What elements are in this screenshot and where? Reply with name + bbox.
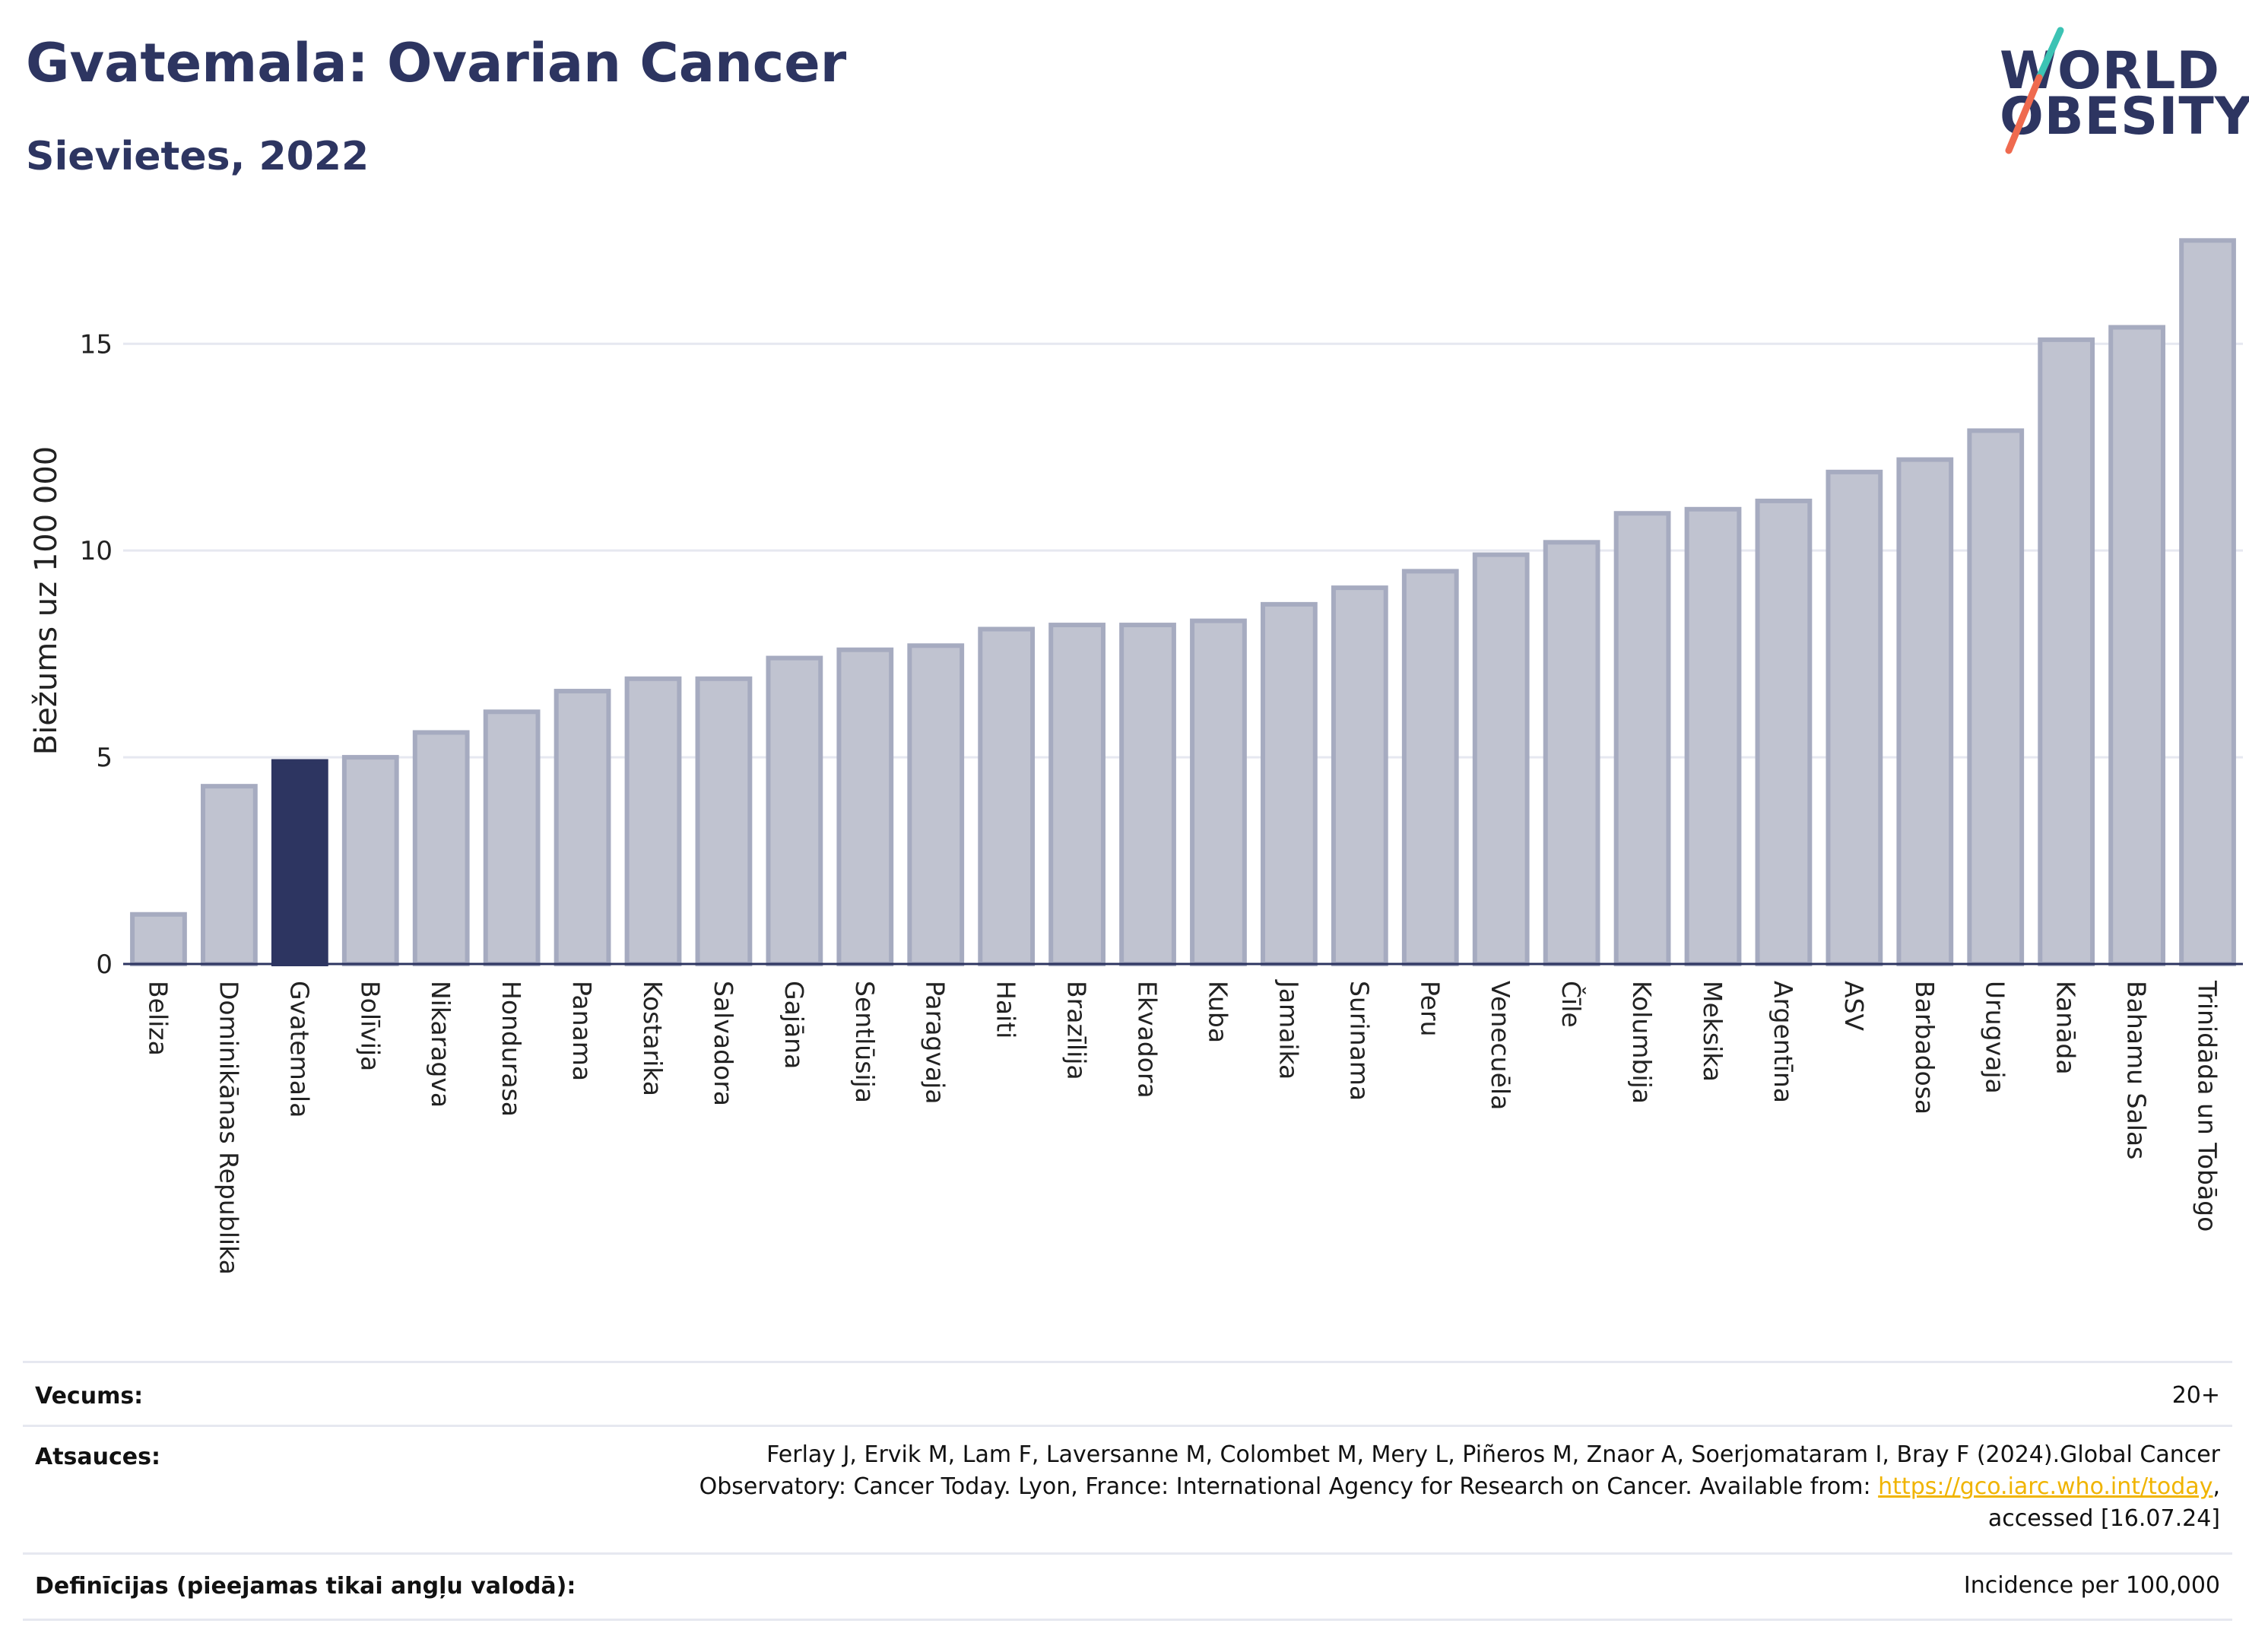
bar-kostarika xyxy=(624,676,682,966)
references-line2: Observatory: Cancer Today. Lyon, France:… xyxy=(699,1471,2220,1503)
x-tick-label: Peru xyxy=(1415,981,1445,1037)
bar-kuba xyxy=(1190,618,1247,966)
references-link[interactable]: https://gco.iarc.who.int/today xyxy=(1878,1473,2213,1500)
x-tick-label: Kuba xyxy=(1203,981,1232,1043)
x-tick-label: Brazīlija xyxy=(1062,981,1092,1080)
x-tick-label: Haiti xyxy=(991,981,1021,1038)
bar-nikaragva xyxy=(412,730,470,967)
x-tick-label: Bahamu Salas xyxy=(2122,981,2152,1159)
bar-kolumbija xyxy=(1613,511,1671,966)
bar-panama xyxy=(554,689,611,967)
meta-row-age: Vecums: 20+ xyxy=(23,1361,2232,1427)
y-tick-label: 5 xyxy=(96,743,113,773)
x-tick-label: Surinama xyxy=(1344,981,1374,1101)
x-tick-label: Venecuēla xyxy=(1486,981,1515,1110)
bar-ekvadora xyxy=(1119,623,1176,967)
references-line1: Ferlay J, Ervik M, Lam F, Laversanne M, … xyxy=(766,1441,2220,1468)
y-tick-label: 10 xyxy=(80,536,113,566)
bar--le xyxy=(1543,540,1600,966)
x-tick-label: Meksika xyxy=(1698,981,1727,1082)
bar-paragvaja xyxy=(907,643,965,966)
x-tick-label: Kolumbija xyxy=(1627,981,1657,1104)
bar-surinama xyxy=(1331,585,1388,966)
bar-barbadosa xyxy=(1896,457,1954,966)
bar-gaj-na xyxy=(766,655,823,967)
bar-beliza xyxy=(130,912,187,967)
x-tick-label: Kanāda xyxy=(2051,981,2081,1075)
bar-bol-vija xyxy=(341,755,399,967)
x-tick-label: Čīle xyxy=(1556,981,1587,1028)
x-tick-label: Dominikānas Republika xyxy=(214,981,243,1275)
bar-peru xyxy=(1401,569,1459,966)
y-tick-label: 15 xyxy=(80,329,113,360)
bar-trinid-da-un-tob-go xyxy=(2179,238,2236,966)
logo-text-line2: OBESITY xyxy=(2000,87,2249,147)
gridlines xyxy=(123,342,2243,759)
meta-row-definitions: Definīcijas (pieejamas tikai angļu valod… xyxy=(23,1552,2232,1621)
x-tick-label: Kostarika xyxy=(638,981,668,1096)
x-tick-label: Gajāna xyxy=(779,981,809,1069)
bar-salvadora xyxy=(695,676,753,966)
x-tick-label: Bolīvija xyxy=(355,981,385,1071)
axes: 0 5 10 15 Beliza Dominikānas Republika Gvatema… xyxy=(80,329,2243,1275)
logo-slash-icon xyxy=(2005,27,2064,154)
x-tick-label: Hondurasa xyxy=(496,981,526,1117)
age-value: 20+ xyxy=(2171,1382,2220,1409)
meta-row-references: Atsauces: Ferlay J, Ervik M, Lam F, Lave… xyxy=(23,1425,2232,1555)
bar-dominik-nas-republika xyxy=(201,784,258,967)
x-tick-label: Trinidāda un Tobāgo xyxy=(2193,980,2222,1232)
definitions-value: Incidence per 100,000 xyxy=(1963,1572,2220,1599)
x-tick-label: Jamaika xyxy=(1274,979,1303,1080)
x-tick-label: Nikaragva xyxy=(426,981,455,1108)
x-tick-label: Argentīna xyxy=(1768,981,1798,1103)
x-tick-label: Beliza xyxy=(143,981,173,1056)
x-tick-label: Sentlūsija xyxy=(850,981,880,1103)
bar-argent-na xyxy=(1755,498,1813,966)
x-tick-label: Barbadosa xyxy=(1910,981,1940,1115)
bar-meksika xyxy=(1684,506,1742,966)
bar-haiti xyxy=(978,626,1036,966)
x-tick-label: ASV xyxy=(1839,981,1869,1032)
y-tick-label: 0 xyxy=(96,950,113,980)
bar-bahamu-salas xyxy=(2108,325,2165,966)
bar-urugvaja xyxy=(1967,428,2025,966)
definitions-label: Definīcijas (pieejamas tikai angļu valod… xyxy=(35,1573,576,1600)
x-tick-label: Urugvaja xyxy=(1981,981,2010,1094)
world-obesity-logo: WORLD OBESITY xyxy=(1992,23,2249,160)
x-tick-label: Gvatemala xyxy=(284,981,314,1118)
references-label: Atsauces: xyxy=(35,1444,160,1470)
bar-asv xyxy=(1826,469,1883,966)
bars xyxy=(130,238,2236,967)
bar-sentl-sija xyxy=(836,647,894,967)
references-line2-text: Observatory: Cancer Today. Lyon, France:… xyxy=(699,1473,1879,1500)
bar-jamaika xyxy=(1261,601,1318,966)
x-tick-label: Salvadora xyxy=(709,981,738,1106)
x-tick-label: Paragvaja xyxy=(921,981,950,1105)
x-tick-label: Panama xyxy=(567,981,597,1081)
references-line2-end: , xyxy=(2213,1473,2220,1500)
page-subtitle: Sievietes, 2022 xyxy=(26,134,370,179)
bar-braz-lija xyxy=(1048,623,1105,967)
x-tick-label: Ekvadora xyxy=(1133,981,1163,1099)
bar-kan-da xyxy=(2038,337,2095,966)
bar-gvatemala xyxy=(271,759,328,966)
bar-venecu-la xyxy=(1472,552,1530,966)
age-label: Vecums: xyxy=(35,1383,144,1409)
references-text: Ferlay J, Ervik M, Lam F, Laversanne M, … xyxy=(699,1439,2220,1535)
bar-hondurasa xyxy=(483,709,541,966)
page-title: Gvatemala: Ovarian Cancer xyxy=(26,32,847,94)
references-line3: accessed [16.07.24] xyxy=(1987,1505,2220,1532)
y-axis-title: Biežums uz 100 000 xyxy=(29,446,64,756)
bar-chart: 0 5 10 15 Beliza Dominikānas Republika Gvatema… xyxy=(29,238,2243,1275)
